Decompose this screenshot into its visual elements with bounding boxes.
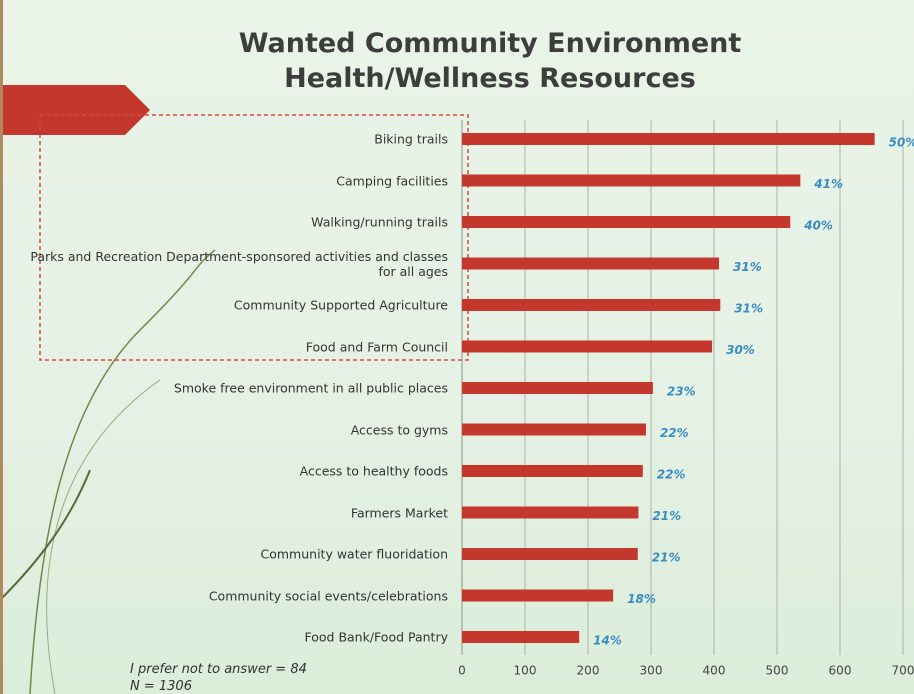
annotation: N = 1306: [130, 679, 192, 694]
bar: [462, 465, 643, 477]
y-tick-label: Community Supported Agriculture: [233, 297, 448, 313]
y-tick-label: Farmers Market: [350, 505, 448, 520]
bar: [462, 257, 720, 270]
bar: [462, 506, 639, 519]
x-tick-label: 700: [892, 664, 914, 678]
y-tick-label: Food and Farm Council: [305, 339, 448, 354]
value-label: 50%: [889, 136, 914, 150]
chart-subtitle: Health/Wellness Resources: [284, 63, 696, 94]
bar: [462, 174, 801, 187]
value-label: 40%: [803, 219, 833, 233]
bar: [462, 423, 646, 436]
value-label: 22%: [657, 468, 686, 482]
value-label: 31%: [733, 260, 762, 274]
x-tick-label: 0: [458, 664, 466, 678]
bar: [462, 340, 713, 353]
bar: [462, 216, 791, 228]
x-tick-label: 400: [703, 664, 726, 678]
y-tick-label: Smoke free environment in all public pla…: [173, 380, 448, 396]
value-label: 18%: [627, 592, 656, 606]
y-tick-label: Access to healthy foods: [299, 463, 448, 479]
x-tick-label: 200: [577, 664, 600, 678]
bar: [462, 382, 653, 394]
bar: [462, 589, 614, 602]
y-tick-label: Walking/running trails: [311, 214, 448, 230]
y-tick-label: Community social events/celebrations: [208, 588, 448, 603]
x-tick-label: 600: [829, 664, 852, 678]
value-label: 30%: [726, 343, 755, 357]
x-tick-label: 100: [514, 664, 537, 678]
value-label: 41%: [813, 177, 843, 191]
bar: [462, 133, 875, 145]
stem-decoration: [0, 469, 91, 601]
y-tick-label: Access to gyms: [350, 422, 448, 437]
y-tick-label: Biking trails: [374, 131, 448, 147]
value-label: 14%: [593, 634, 622, 648]
bar: [462, 631, 580, 643]
value-label: 22%: [660, 426, 689, 440]
x-tick-label: 300: [640, 664, 663, 678]
bar: [462, 548, 638, 560]
value-label: 31%: [734, 302, 763, 316]
highlight-box: [39, 114, 469, 361]
x-tick-label: 500: [766, 664, 789, 678]
y-tick-label: Community water fluoridation: [260, 546, 449, 562]
chart-title: Wanted Community Environment: [238, 28, 742, 59]
y-tick-label: Food Bank/Food Pantry: [304, 629, 449, 645]
value-label: 21%: [652, 551, 681, 565]
stem-decoration: [46, 379, 161, 694]
stem-decoration: [29, 249, 216, 694]
arrow-decoration: [0, 85, 150, 135]
value-label: 21%: [652, 509, 681, 523]
bar: [462, 299, 721, 311]
value-label: 23%: [667, 385, 696, 399]
annotation: I prefer not to answer = 84: [130, 662, 307, 677]
y-tick-label: Parks and Recreation Department-sponsore…: [30, 248, 448, 279]
y-tick-label: Camping facilities: [336, 173, 448, 188]
